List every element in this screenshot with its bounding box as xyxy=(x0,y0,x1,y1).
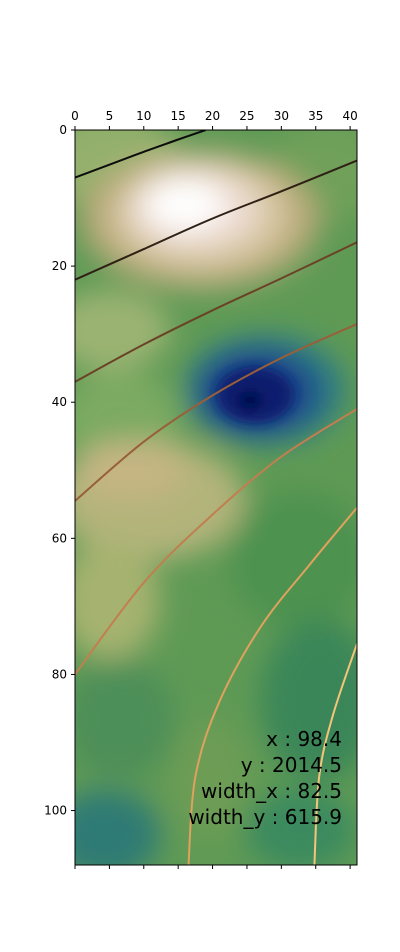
contour-line-7 xyxy=(313,643,357,865)
annotation-width-x: width_x : 82.5 xyxy=(201,779,342,803)
heatmap-image xyxy=(75,130,357,865)
contour-line-1 xyxy=(75,130,207,179)
contour-line-2 xyxy=(75,159,357,281)
y-tick-label: 100 xyxy=(44,804,67,818)
x-axis-bottom xyxy=(74,865,351,869)
annotation-y: y : 2014.5 xyxy=(241,753,342,777)
contour-line-4 xyxy=(75,323,357,502)
x-tick-label: 35 xyxy=(308,109,323,123)
y-tick-label: 20 xyxy=(52,259,67,273)
fit-annotation: x : 98.4 y : 2014.5 width_x : 82.5 width… xyxy=(188,727,342,829)
contour-lines xyxy=(75,130,357,865)
x-tick-label: 10 xyxy=(136,109,151,123)
y-tick-label: 60 xyxy=(52,531,67,545)
x-tick-label: 5 xyxy=(106,109,114,123)
y-tick-label: 0 xyxy=(59,123,67,137)
x-tick-label: 25 xyxy=(239,109,254,123)
x-tick-label: 40 xyxy=(342,109,357,123)
contour-line-5 xyxy=(75,408,357,676)
annotation-width-y: width_y : 615.9 xyxy=(188,805,342,829)
x-tick-label: 0 xyxy=(71,109,79,123)
contour-line-3 xyxy=(75,241,357,383)
contour-line-6 xyxy=(187,507,357,865)
x-axis-top: 0 5 10 15 20 25 30 35 40 xyxy=(71,109,358,130)
y-tick-label: 40 xyxy=(52,395,67,409)
x-tick-label: 15 xyxy=(171,109,186,123)
y-axis: 0 20 40 60 80 100 xyxy=(44,123,75,818)
y-tick-label: 80 xyxy=(52,667,67,681)
plot-frame xyxy=(74,129,358,866)
annotation-x: x : 98.4 xyxy=(266,727,342,751)
x-tick-label: 30 xyxy=(274,109,289,123)
x-tick-label: 20 xyxy=(205,109,220,123)
plot-area xyxy=(75,130,357,865)
